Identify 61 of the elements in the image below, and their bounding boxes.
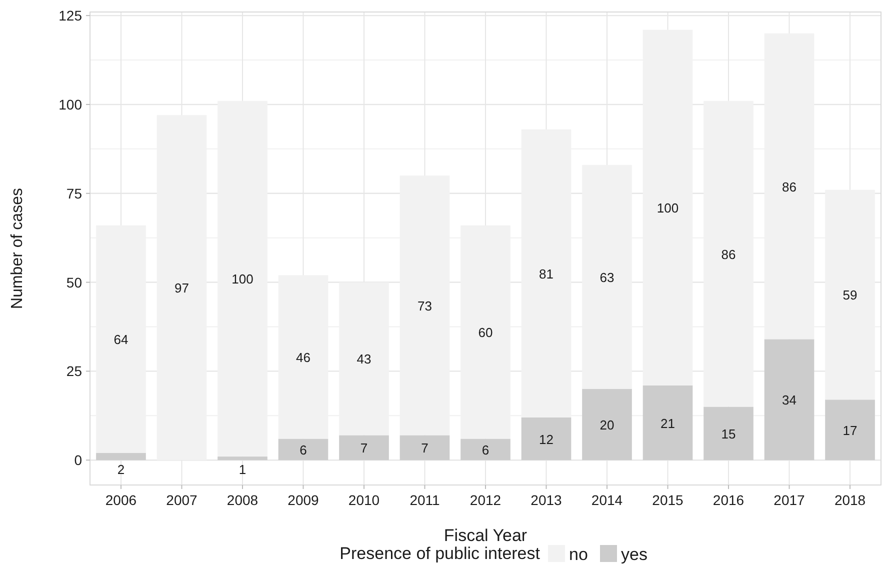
x-tick-label: 2011: [410, 492, 440, 508]
legend-title: Presence of public interest: [340, 544, 540, 563]
x-tick-label: 2007: [166, 492, 198, 508]
y-tick-label: 125: [58, 8, 82, 24]
data-label: 59: [842, 288, 858, 303]
x-tick-label: 2009: [288, 492, 320, 508]
data-label: 81: [539, 266, 554, 282]
data-label: 7: [360, 440, 368, 456]
x-tick-label: 2018: [834, 492, 866, 508]
y-tick-label: 100: [58, 96, 82, 112]
bar: [460, 438, 510, 460]
y-tick-label: 50: [66, 274, 82, 290]
bar: [278, 438, 328, 460]
bar: [96, 452, 146, 460]
x-tick-label: 2014: [591, 492, 623, 508]
x-tick-label: 2008: [226, 492, 258, 508]
y-tick-label: 25: [66, 363, 82, 380]
bar: [521, 417, 572, 460]
bar: [642, 385, 693, 460]
x-tick-label: 2013: [530, 492, 562, 508]
x-tick-label: 2017: [774, 492, 806, 508]
data-label: 12: [539, 432, 554, 447]
data-label: 34: [782, 392, 796, 408]
x-tick-label: 2010: [348, 492, 380, 508]
data-label: 17: [842, 422, 858, 438]
data-label: 97: [174, 280, 189, 296]
data-label: 7: [421, 440, 428, 456]
data-label: 21: [660, 416, 675, 431]
x-axis-title: Fiscal Year: [444, 526, 528, 545]
bar: [218, 456, 268, 460]
data-label: 20: [600, 418, 614, 433]
y-axis-title: Number of cases: [9, 188, 26, 309]
y-tick-label: 0: [74, 452, 82, 468]
bar: [764, 339, 814, 460]
bar: [704, 406, 754, 460]
data-label: 86: [721, 246, 736, 262]
data-label: 100: [656, 200, 679, 216]
bar: [400, 435, 450, 460]
x-tick-label: 2016: [712, 492, 744, 508]
data-label: 43: [356, 352, 372, 367]
data-label: 86: [782, 179, 796, 194]
data-label: 6: [300, 442, 307, 458]
legend-label: no: [569, 545, 588, 564]
data-label: 2: [117, 462, 125, 478]
data-label: 1: [238, 462, 246, 478]
data-label: 64: [114, 332, 128, 348]
bar: [582, 388, 632, 460]
data-label: 60: [478, 325, 493, 340]
bar: [339, 435, 389, 460]
x-tick-label: 2006: [105, 492, 137, 508]
x-tick-label: 2012: [470, 492, 502, 508]
data-label: 100: [232, 272, 254, 287]
legend-label: yes: [621, 545, 648, 564]
data-label: 46: [296, 350, 310, 365]
x-tick-label: 2015: [652, 492, 684, 508]
bar: [825, 400, 875, 460]
data-label: 6: [482, 442, 490, 458]
data-label: 63: [600, 270, 614, 285]
data-label: 73: [418, 298, 432, 314]
data-label: 15: [721, 426, 736, 442]
y-tick-label: 75: [66, 185, 82, 202]
